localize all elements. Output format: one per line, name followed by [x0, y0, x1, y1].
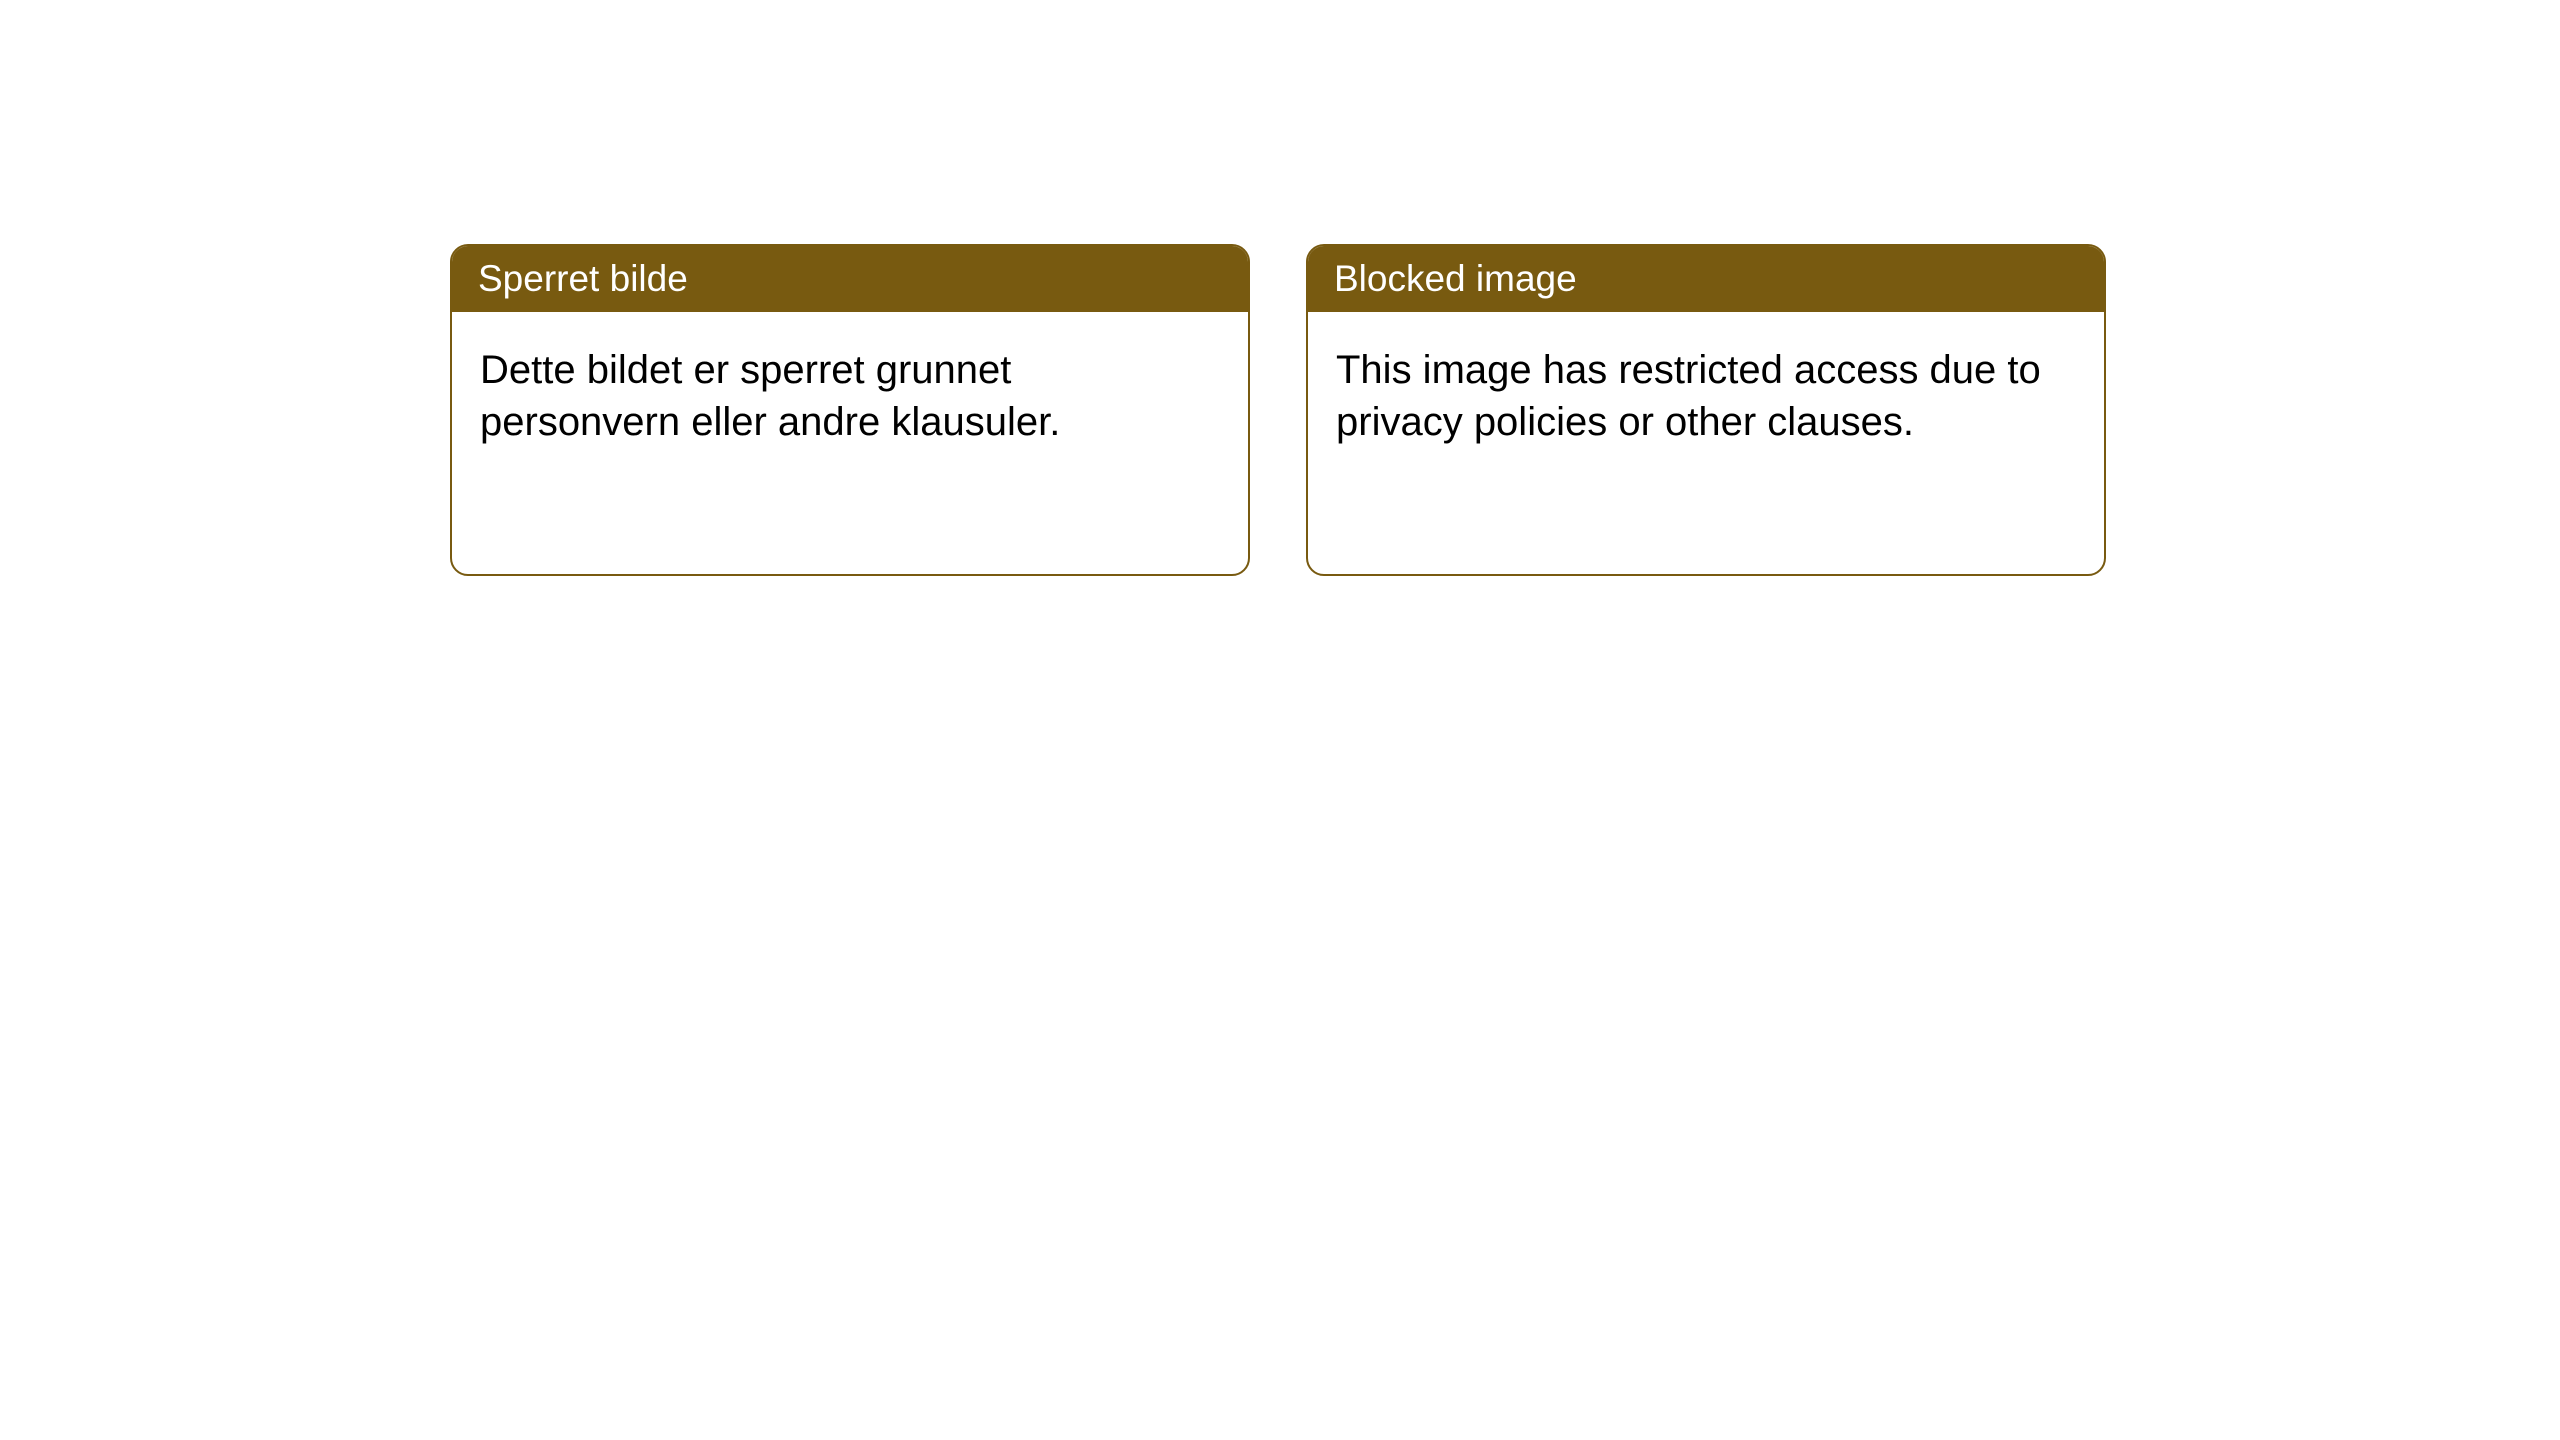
card-body: This image has restricted access due to … — [1308, 312, 2104, 480]
card-message: This image has restricted access due to … — [1336, 348, 2041, 444]
card-header: Sperret bilde — [452, 246, 1248, 312]
blocked-image-card-no: Sperret bilde Dette bildet er sperret gr… — [450, 244, 1250, 576]
blocked-image-card-en: Blocked image This image has restricted … — [1306, 244, 2106, 576]
card-message: Dette bildet er sperret grunnet personve… — [480, 348, 1060, 444]
message-card-container: Sperret bilde Dette bildet er sperret gr… — [0, 0, 2560, 576]
card-body: Dette bildet er sperret grunnet personve… — [452, 312, 1248, 480]
card-header: Blocked image — [1308, 246, 2104, 312]
card-title: Blocked image — [1334, 258, 1577, 299]
card-title: Sperret bilde — [478, 258, 688, 299]
